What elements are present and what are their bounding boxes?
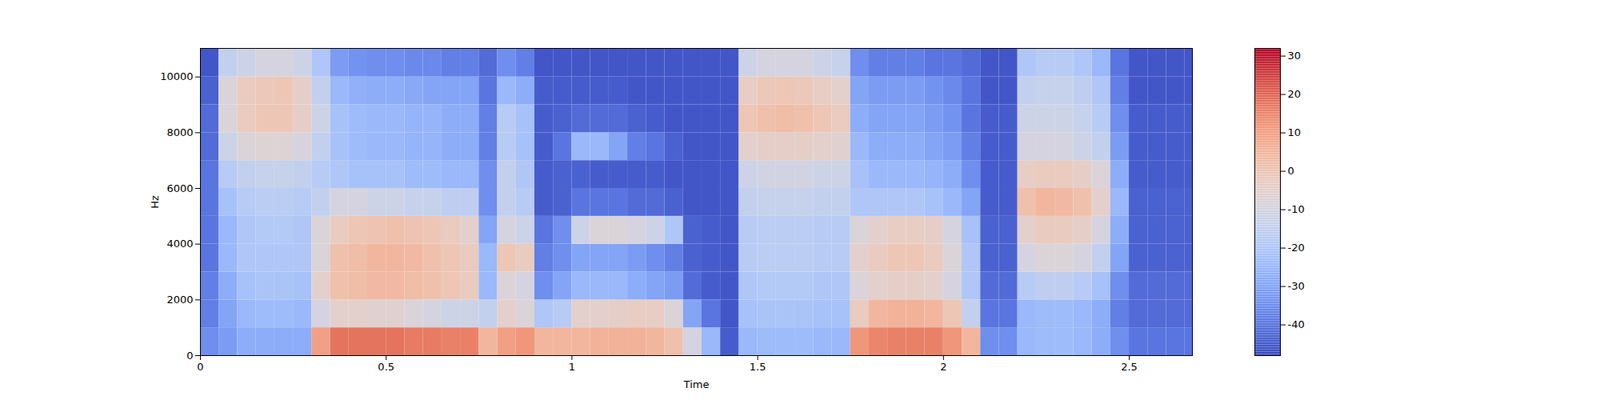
svg-text:-40: -40 <box>1288 318 1305 331</box>
svg-text:6000: 6000 <box>166 182 193 195</box>
svg-text:-30: -30 <box>1288 280 1305 292</box>
svg-text:8000: 8000 <box>166 126 193 139</box>
svg-text:-10: -10 <box>1288 203 1305 216</box>
svg-text:Time: Time <box>683 378 710 391</box>
svg-text:10: 10 <box>1288 126 1302 139</box>
svg-text:0: 0 <box>186 349 193 362</box>
svg-text:0: 0 <box>196 360 204 373</box>
svg-text:-20: -20 <box>1288 241 1305 254</box>
svg-text:1: 1 <box>568 360 576 373</box>
svg-text:Hz: Hz <box>148 195 161 209</box>
svg-text:2000: 2000 <box>166 293 193 306</box>
svg-text:0: 0 <box>1288 164 1295 177</box>
svg-text:30: 30 <box>1288 49 1302 62</box>
svg-text:2.5: 2.5 <box>1120 360 1138 373</box>
svg-text:2: 2 <box>940 360 947 373</box>
svg-text:20: 20 <box>1288 88 1302 100</box>
svg-text:4000: 4000 <box>166 237 193 250</box>
svg-text:10000: 10000 <box>160 70 193 83</box>
svg-text:0.5: 0.5 <box>377 360 395 373</box>
svg-text:1.5: 1.5 <box>749 360 767 373</box>
